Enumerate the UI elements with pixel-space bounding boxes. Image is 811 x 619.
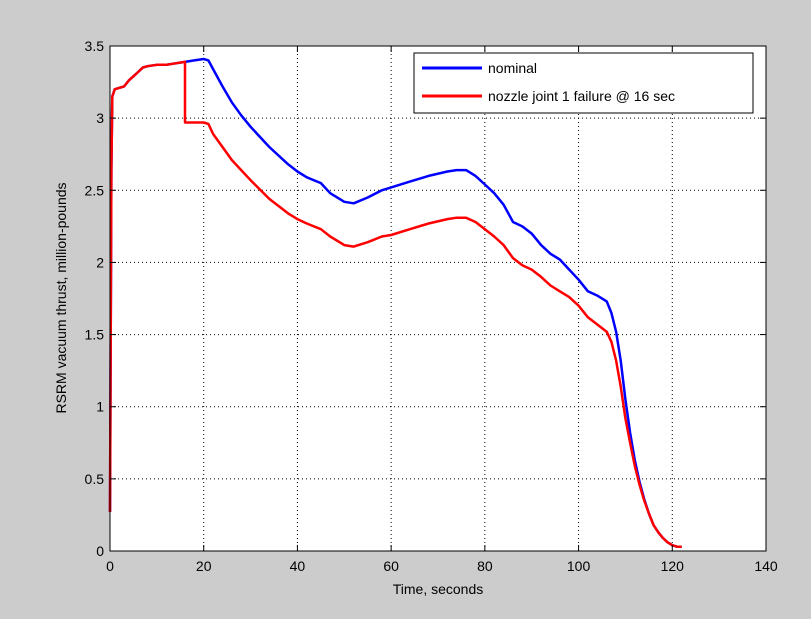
x-axis-label: Time, seconds xyxy=(393,581,484,597)
y-tick-label: 2 xyxy=(96,254,104,270)
y-tick-label: 3.5 xyxy=(85,38,105,54)
legend-label-failure: nozzle joint 1 failure @ 16 sec xyxy=(488,88,675,104)
ticks xyxy=(109,45,767,552)
series-layer xyxy=(108,57,682,548)
x-tick-label: 40 xyxy=(290,558,306,574)
x-tick-label: 0 xyxy=(106,558,114,574)
x-tick-label: 120 xyxy=(661,558,685,574)
grid xyxy=(110,46,766,551)
x-tick-label: 100 xyxy=(567,558,591,574)
y-tick-label: 1.5 xyxy=(85,327,105,343)
y-tick-label: 1 xyxy=(96,399,104,415)
legend: nominal nozzle joint 1 failure @ 16 sec xyxy=(413,52,754,114)
x-tick-label: 20 xyxy=(196,558,212,574)
series-line-failure xyxy=(108,60,682,548)
x-tick-label: 80 xyxy=(477,558,493,574)
y-axis-label: RSRM vacuum thrust, million-pounds xyxy=(53,182,69,413)
y-tick-label: 3 xyxy=(96,110,104,126)
x-tick-label: 140 xyxy=(754,558,778,574)
axes-background xyxy=(110,46,766,551)
y-tick-label: 2.5 xyxy=(85,182,105,198)
x-tick-label: 60 xyxy=(383,558,399,574)
y-tick-label: 0 xyxy=(96,543,104,559)
legend-box xyxy=(413,52,754,114)
y-tick-label: 0.5 xyxy=(85,471,105,487)
tick-labels: 0 20 40 60 80 100 120 140 0 0.5 1 1.5 2 2.5 3 3.5 xyxy=(85,38,778,574)
axes-frame xyxy=(109,45,767,552)
legend-label-nominal: nominal xyxy=(488,60,537,76)
